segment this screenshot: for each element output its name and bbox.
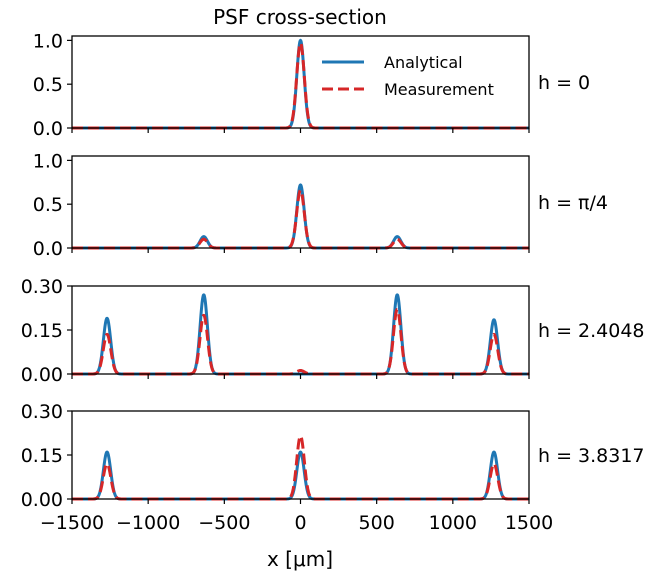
- y-tick-label: 0.15: [21, 320, 63, 342]
- panel-4: 0.00 0.15 0.30 h = 3.8317: [21, 401, 645, 511]
- x-tick-label: 1500: [505, 512, 553, 534]
- legend-label-measurement: Measurement: [384, 80, 494, 99]
- y-tick-label: 0.0: [33, 238, 63, 260]
- panel-label-4: h = 3.8317: [538, 445, 645, 467]
- x-tick-label: −1500: [40, 512, 104, 534]
- x-axis-tick-labels: −1500 −1000 −500 0 500 1000 1500: [40, 512, 553, 534]
- x-tick-label: 0: [294, 512, 306, 534]
- x-tick-label: 500: [359, 512, 395, 534]
- y-tick-label: 0.15: [21, 445, 63, 467]
- measurement-line-panel-3: [70, 308, 531, 376]
- panels-group: 0.00.51.0h = 00.00.51.0h = π/40.000.150.…: [21, 30, 645, 511]
- panel-frame: [71, 285, 530, 375]
- x-axis-label: x [μm]: [267, 547, 333, 571]
- x-tick-label: −500: [198, 512, 250, 534]
- y-tick-label: 1.0: [33, 30, 63, 52]
- panel-3: 0.00 0.15 0.30 h = 2.4048: [21, 276, 645, 386]
- panel-2: 0.0 0.5 1.0 h = π/4: [33, 150, 608, 260]
- panel-frame: [71, 155, 530, 249]
- panel-label-3: h = 2.4048: [538, 320, 645, 342]
- y-tick-label: 0.30: [21, 401, 63, 423]
- legend-label-analytical: Analytical: [384, 53, 463, 72]
- y-tick-label: 0.0: [33, 118, 63, 140]
- y-tick-label: 0.5: [33, 194, 63, 216]
- panel-label-1: h = 0: [538, 72, 590, 94]
- y-tick-label: 0.00: [21, 364, 63, 386]
- y-tick-label: 1.0: [33, 150, 63, 172]
- y-tick-label: 0.5: [33, 74, 63, 96]
- panel-label-2: h = π/4: [538, 192, 608, 214]
- x-tick-label: −1000: [116, 512, 180, 534]
- y-tick-label: 0.30: [21, 276, 63, 298]
- measurement-line-panel-4: [70, 434, 531, 501]
- legend: Analytical Measurement: [322, 53, 494, 99]
- y-tick-label: 0.00: [21, 489, 63, 511]
- analytical-line-panel-3: [70, 293, 531, 376]
- measurement-line-panel-2: [70, 188, 531, 250]
- analytical-line-panel-4: [70, 450, 531, 501]
- x-tick-label: 1000: [429, 512, 477, 534]
- panel-1: 0.0 0.5 1.0 h = 0: [33, 30, 590, 140]
- chart-title: PSF cross-section: [213, 5, 387, 29]
